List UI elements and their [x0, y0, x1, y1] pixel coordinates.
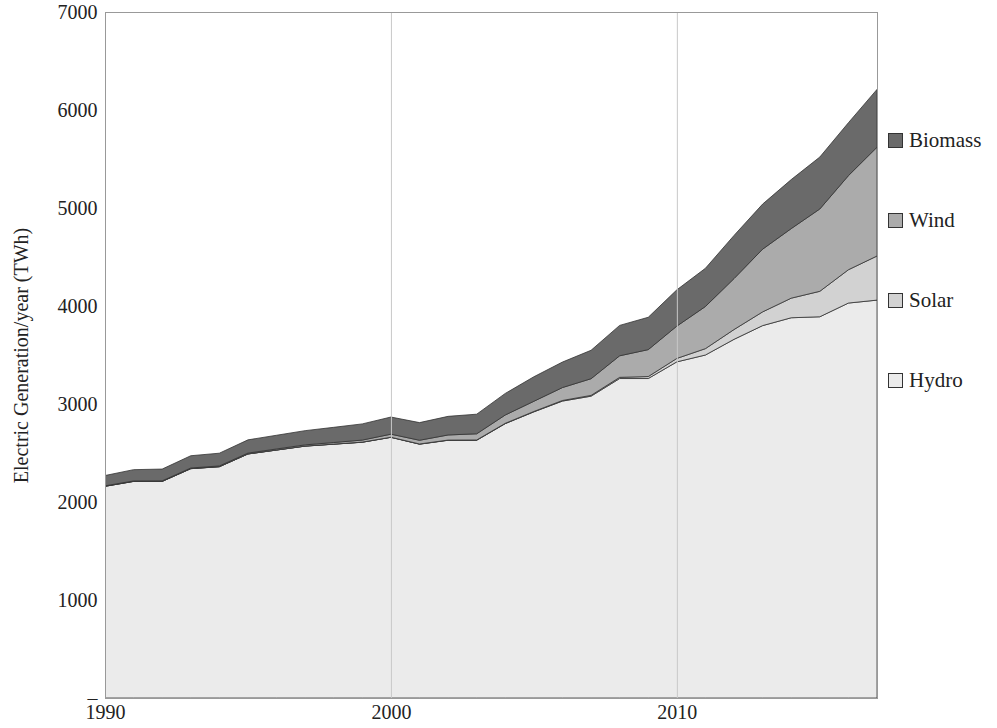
svg-text:3000: 3000 — [58, 393, 98, 415]
svg-text:4000: 4000 — [58, 295, 98, 317]
html-text:Solar: Solar — [909, 287, 954, 312]
html-text:Wind: Wind — [909, 207, 955, 232]
html-text:Biomass: Biomass — [909, 127, 982, 152]
svg-text:5000: 5000 — [58, 197, 98, 219]
svg-text:2000: 2000 — [58, 491, 98, 513]
svg-text:1990: 1990 — [85, 700, 126, 723]
svg-text:Electric Generation/year (TWh): Electric Generation/year (TWh) — [10, 228, 33, 483]
svg-text:–: – — [87, 687, 99, 709]
svg-text:7000: 7000 — [58, 1, 98, 23]
svg-text:6000: 6000 — [58, 99, 98, 121]
html-text:Hydro: Hydro — [909, 367, 963, 392]
svg-text:2000: 2000 — [371, 701, 411, 723]
svg-text:1000: 1000 — [58, 589, 98, 611]
svg-text:2010: 2010 — [657, 701, 697, 723]
